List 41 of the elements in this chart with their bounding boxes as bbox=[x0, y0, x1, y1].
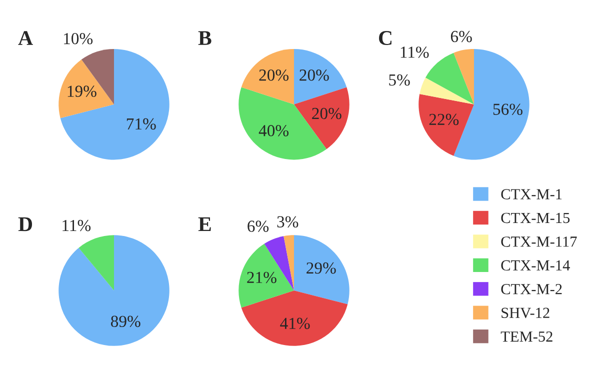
chart-title: B bbox=[198, 31, 212, 45]
pie-slice bbox=[58, 235, 170, 346]
data-label: 10% bbox=[64, 33, 93, 44]
data-label: 3% bbox=[277, 216, 298, 228]
data-label: 6% bbox=[248, 220, 269, 232]
data-label: 71% bbox=[126, 118, 156, 130]
pie-slice bbox=[58, 60, 114, 118]
legend-label: CTX-M-15 bbox=[501, 212, 570, 224]
data-label: 89% bbox=[110, 316, 140, 328]
pie-slice bbox=[418, 94, 474, 156]
data-label: 20% bbox=[300, 69, 329, 81]
data-label: 20% bbox=[259, 69, 289, 81]
chart-title: C bbox=[379, 31, 392, 46]
pie-slice bbox=[420, 78, 474, 104]
pie-slice bbox=[60, 48, 170, 160]
pie-slice bbox=[294, 87, 350, 150]
data-label: 11% bbox=[62, 220, 91, 232]
data-label: 41% bbox=[280, 318, 310, 330]
data-label: 19% bbox=[68, 86, 96, 97]
data-label: 40% bbox=[258, 125, 289, 136]
data-label: 22% bbox=[429, 114, 459, 126]
legend-label: CTX-M-14 bbox=[501, 260, 570, 271]
chart-title: D bbox=[18, 217, 32, 232]
legend-label: CTX-M-2 bbox=[501, 284, 562, 294]
data-label: 20% bbox=[312, 108, 342, 120]
legend-label: CTX-M-117 bbox=[501, 236, 577, 247]
legend-label: SHV-12 bbox=[502, 308, 550, 318]
pie-slice bbox=[294, 48, 347, 104]
data-label: 6% bbox=[450, 30, 472, 42]
data-label: 11% bbox=[400, 46, 429, 58]
pie-slice bbox=[241, 48, 294, 104]
data-label: 5% bbox=[389, 74, 410, 86]
data-label: 29% bbox=[306, 262, 336, 274]
data-label: 56% bbox=[493, 104, 522, 115]
pie-slice bbox=[454, 48, 474, 104]
data-label: 21% bbox=[247, 272, 276, 284]
legend-label: TEM-52 bbox=[500, 331, 552, 342]
pie-slice bbox=[78, 235, 114, 291]
chart-title: A bbox=[18, 31, 33, 45]
legend-label: CTX-M-1 bbox=[501, 189, 562, 200]
text: E bbox=[198, 217, 211, 232]
